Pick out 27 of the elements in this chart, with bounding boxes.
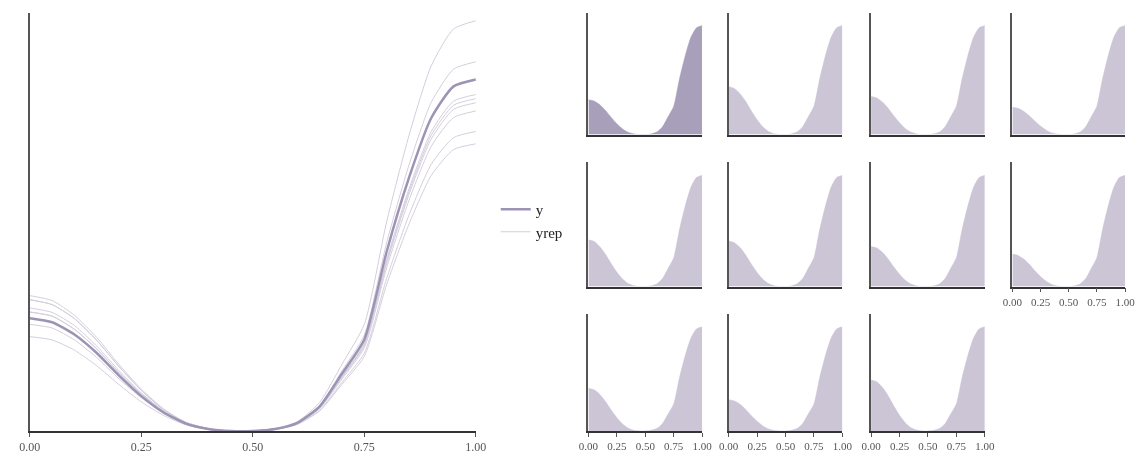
x-tick-label: 1.00: [975, 439, 995, 452]
x-tick-label: 0.00: [19, 440, 41, 455]
x-tick-label: 0.75: [1087, 295, 1107, 308]
x-tick-label: 0.75: [946, 439, 967, 452]
x-tick-label: 0.50: [1059, 295, 1079, 308]
legend-label: y: [535, 202, 544, 219]
x-tick-label: 0.00: [861, 439, 882, 452]
x-tick-label: 0.00: [719, 439, 739, 452]
x-tick-label: 0.75: [353, 440, 375, 455]
x-tick-label: 0.50: [918, 439, 939, 452]
x-tick-label: 0.00: [1002, 295, 1023, 308]
x-tick-label: 1.00: [832, 439, 853, 452]
x-tick-label: 0.25: [747, 439, 768, 452]
x-tick-label: 0.25: [1030, 295, 1051, 308]
x-tick-label: 0.75: [804, 439, 825, 452]
legend-label: yrep: [535, 224, 563, 241]
x-tick-label: 0.75: [664, 439, 684, 452]
x-tick-label: 0.50: [775, 439, 796, 452]
x-tick-label: 0.00: [578, 439, 599, 452]
x-tick-label: 1.00: [692, 439, 713, 452]
x-tick-label: 0.50: [242, 440, 264, 455]
x-tick-label: 0.25: [607, 439, 628, 452]
x-tick-label: 0.25: [130, 440, 152, 455]
x-tick-label: 0.25: [889, 439, 910, 452]
x-tick-label: 1.00: [465, 440, 487, 455]
x-tick-label: 1.00: [1115, 295, 1136, 308]
x-tick-label: 0.50: [635, 439, 656, 452]
